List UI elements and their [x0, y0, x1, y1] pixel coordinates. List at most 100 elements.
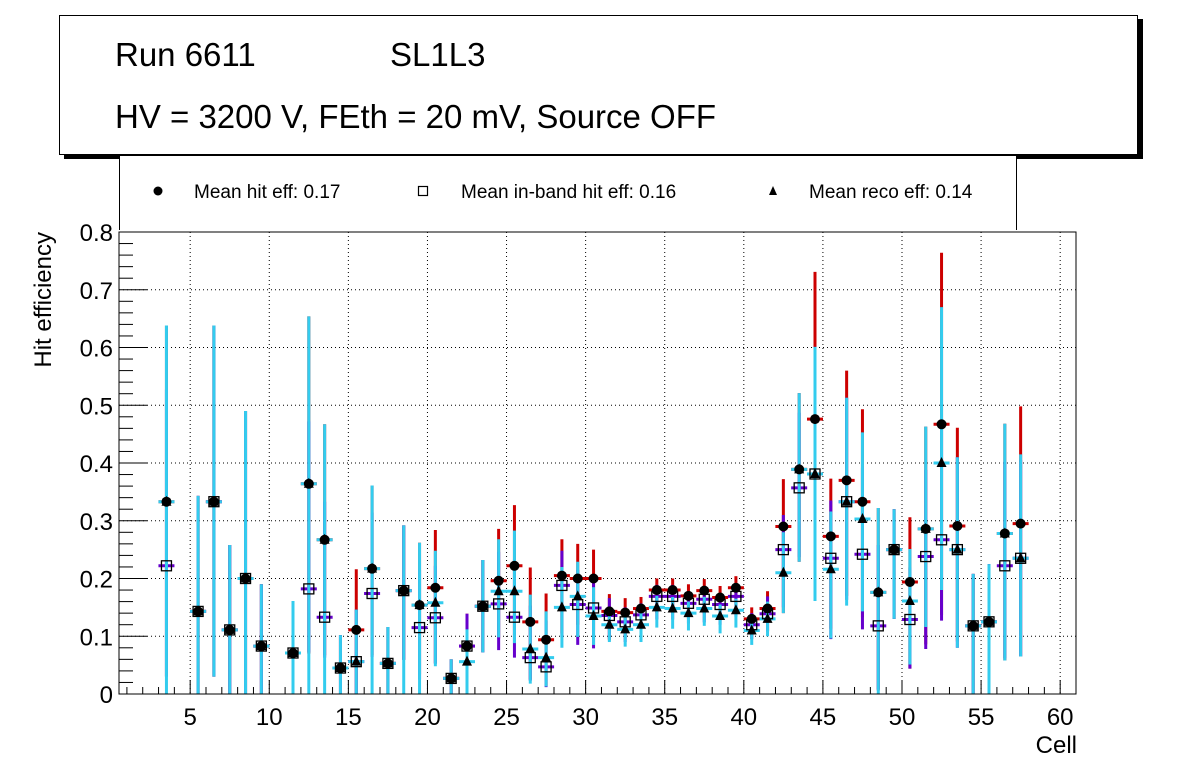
point-reco-eff	[873, 586, 884, 597]
point-inband-eff	[540, 661, 552, 673]
point-inband-eff	[413, 621, 426, 634]
y-tick-label: 0.8	[80, 220, 113, 247]
point-reco-eff	[556, 601, 567, 612]
point-hit-eff	[699, 585, 710, 596]
x-tick-label: 45	[810, 704, 837, 731]
point-hit-eff	[810, 414, 820, 425]
point-reco-eff	[430, 596, 441, 607]
x-tick-label: 5	[184, 704, 197, 731]
point-inband-eff	[999, 560, 1011, 572]
point-inband-eff	[508, 611, 521, 623]
point-hit-eff	[525, 616, 536, 627]
point-reco-eff	[715, 610, 726, 621]
error-bars	[158, 252, 1029, 694]
point-reco-eff	[477, 600, 488, 611]
point-hit-eff	[730, 582, 741, 593]
point-reco-eff	[208, 495, 219, 506]
point-reco-eff	[762, 612, 773, 623]
point-reco-eff	[319, 533, 330, 544]
point-inband-eff	[572, 598, 584, 611]
point-reco-eff	[810, 467, 820, 478]
point-reco-eff	[651, 601, 662, 612]
point-reco-eff	[240, 572, 251, 583]
point-reco-eff	[1015, 552, 1026, 563]
point-hit-eff	[1015, 518, 1026, 529]
legend-label-reco-eff: Mean reco eff: 0.14	[809, 182, 973, 203]
point-inband-eff	[856, 548, 869, 560]
point-reco-eff	[778, 566, 789, 577]
point-reco-eff	[493, 585, 504, 596]
point-hit-eff	[509, 560, 520, 571]
point-hit-eff	[351, 624, 362, 635]
point-reco-eff	[398, 584, 409, 595]
y-tick-label: 0.7	[80, 278, 113, 305]
x-tick-label: 20	[414, 704, 441, 731]
point-reco-eff	[920, 522, 931, 533]
x-tick-label: 55	[968, 704, 995, 731]
point-hit-eff	[541, 634, 552, 645]
y-tick-label: 0.2	[80, 567, 113, 594]
point-inband-eff	[935, 534, 948, 546]
point-reco-eff	[968, 619, 979, 630]
point-reco-eff	[288, 646, 298, 657]
point-inband-eff	[666, 590, 679, 603]
point-reco-eff	[825, 563, 836, 574]
point-reco-eff	[620, 623, 631, 634]
point-reco-eff	[224, 623, 235, 634]
y-tick-label: 0.6	[80, 336, 113, 363]
point-hit-eff	[430, 582, 441, 593]
point-inband-eff	[682, 597, 695, 609]
point-inband-eff	[556, 579, 568, 592]
point-inband-eff	[793, 482, 805, 494]
point-reco-eff	[335, 662, 346, 673]
point-hit-eff	[952, 520, 963, 531]
tick-labels: 0 0.1 0.2 0.3 0.4 0.5 0.6 0.7 0.8 5 10 15 20 25 30 35 40…	[80, 220, 1074, 731]
point-inband-eff	[730, 590, 742, 603]
point-inband-eff	[635, 609, 647, 621]
point-reco-eff	[462, 655, 472, 666]
point-inband-eff	[825, 552, 837, 564]
legend-label-inband-eff: Mean in-band hit eff: 0.16	[461, 182, 677, 203]
point-reco-eff	[667, 602, 678, 613]
x-tick-label: 50	[889, 704, 916, 731]
point-hit-eff	[572, 573, 583, 584]
point-hit-eff	[462, 641, 472, 652]
point-reco-eff	[572, 590, 583, 601]
point-inband-eff	[492, 598, 505, 610]
point-hit-eff	[493, 575, 504, 586]
run-label: Run 6611	[115, 36, 256, 73]
point-hit-eff	[620, 607, 631, 618]
point-reco-eff	[414, 599, 425, 610]
point-inband-eff	[160, 560, 173, 572]
point-hit-eff	[778, 521, 789, 532]
point-reco-eff	[889, 543, 900, 554]
legend: Mean hit eff: 0.17 Mean in-band hit eff:…	[119, 156, 1017, 230]
y-tick-label: 0.3	[80, 509, 113, 536]
point-reco-eff	[351, 655, 362, 666]
point-reco-eff	[730, 604, 741, 615]
point-hit-eff	[588, 573, 599, 584]
y-tick-label: 0	[100, 682, 113, 709]
point-reco-eff	[588, 610, 599, 621]
x-tick-label: 10	[256, 704, 283, 731]
point-reco-eff	[303, 477, 314, 488]
x-tick-label: 30	[572, 704, 599, 731]
data-markers	[160, 414, 1027, 685]
point-hit-eff	[667, 585, 678, 596]
point-reco-eff	[936, 457, 947, 467]
point-reco-eff	[904, 595, 915, 606]
point-reco-eff	[794, 463, 805, 474]
point-hit-eff	[904, 576, 915, 587]
point-reco-eff	[161, 495, 172, 506]
point-reco-eff	[509, 585, 520, 596]
x-tick-label: 60	[1047, 704, 1074, 731]
point-reco-eff	[446, 672, 457, 683]
title-box: Run 6611 SL1L3 HV = 3200 V, FEth = 20 mV…	[59, 15, 1138, 155]
point-reco-eff	[999, 527, 1010, 538]
point-inband-eff	[904, 613, 916, 626]
legend-marker-circle-icon	[153, 186, 163, 196]
point-inband-eff	[366, 587, 378, 600]
x-tick-label: 35	[651, 704, 678, 731]
point-reco-eff	[952, 543, 963, 554]
